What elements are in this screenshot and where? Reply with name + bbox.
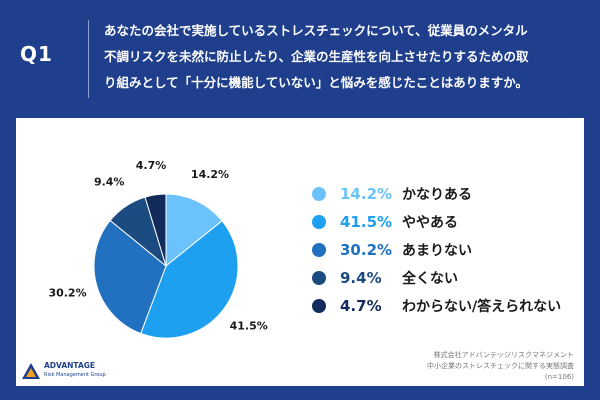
legend-label: 全くない — [402, 271, 458, 287]
legend-percent: 41.5% — [340, 213, 393, 231]
legend-item: 14.2% かなりある — [312, 180, 582, 208]
question-line: 不調リスクを未然に防止したり、企業の生産性を向上させたりするための取 — [104, 49, 529, 64]
logo-icon — [22, 362, 40, 379]
company-logo: ADVANTAGE Risk Management Group — [22, 362, 106, 379]
pie-slice — [93, 219, 167, 335]
legend-item: 4.7% わからない/答えられない — [312, 292, 582, 320]
pie-slice-label: 9.4% — [94, 175, 125, 188]
question-number: Q1 — [20, 42, 53, 66]
legend-percent: 14.2% — [340, 185, 393, 203]
legend-percent: 4.7% — [340, 297, 382, 315]
question-line: あなたの会社で実施しているストレスチェックについて、従業員のメンタル — [104, 23, 528, 38]
legend-swatch — [312, 299, 326, 313]
pie-slice — [165, 193, 223, 268]
pie-slice — [140, 220, 239, 339]
source-line: 中小企業のストレスチェックに関する実態調査 — [427, 362, 574, 370]
legend-item: 9.4% 全くない — [312, 264, 582, 292]
pie-slice-label: 41.5% — [230, 320, 268, 333]
question-text: あなたの会社で実施しているストレスチェックについて、従業員のメンタル 不調リスク… — [104, 18, 582, 96]
legend-percent: 9.4% — [340, 269, 382, 287]
source-line: (n=106) — [544, 373, 574, 381]
logo-name: ADVANTAGE — [44, 361, 96, 370]
pie-slice-label: 4.7% — [136, 159, 167, 172]
source-line: 株式会社アドバンテッジリスクマネジメント — [433, 351, 574, 359]
source-note: 株式会社アドバンテッジリスクマネジメント 中小企業のストレスチェックに関する実態… — [427, 350, 574, 383]
legend-label: ややある — [402, 215, 458, 231]
legend-item: 30.2% あまりない — [312, 236, 582, 264]
legend-item: 41.5% ややある — [312, 208, 582, 236]
header-divider — [88, 20, 89, 98]
pie-slice — [144, 193, 167, 267]
chart-card: 14.2% 41.5% 30.2% 9.4% 4.7% 14.2% かなりある 41.5% や… — [16, 118, 584, 386]
legend-label: あまりない — [402, 243, 472, 259]
question-header: Q1 あなたの会社で実施しているストレスチェックについて、従業員のメンタル 不調… — [0, 0, 600, 118]
question-line: り組みとして「十分に機能していない」と悩みを感じたことはありますか。 — [104, 75, 529, 90]
legend-swatch — [312, 243, 326, 257]
logo-subtitle: Risk Management Group — [44, 372, 106, 378]
legend-swatch — [312, 271, 326, 285]
legend-label: わからない/答えられない — [402, 299, 562, 315]
pie-chart: 14.2% 41.5% 30.2% 9.4% 4.7% — [48, 159, 268, 339]
pie-slice-label: 14.2% — [191, 168, 229, 181]
chart-legend: 14.2% かなりある 41.5% ややある 30.2% あまりない 9.4% 全くない 4.7… — [312, 180, 582, 320]
legend-percent: 30.2% — [340, 241, 393, 259]
pie-slice-label: 30.2% — [48, 287, 86, 300]
legend-label: かなりある — [402, 187, 472, 203]
legend-swatch — [312, 215, 326, 229]
legend-swatch — [312, 187, 326, 201]
